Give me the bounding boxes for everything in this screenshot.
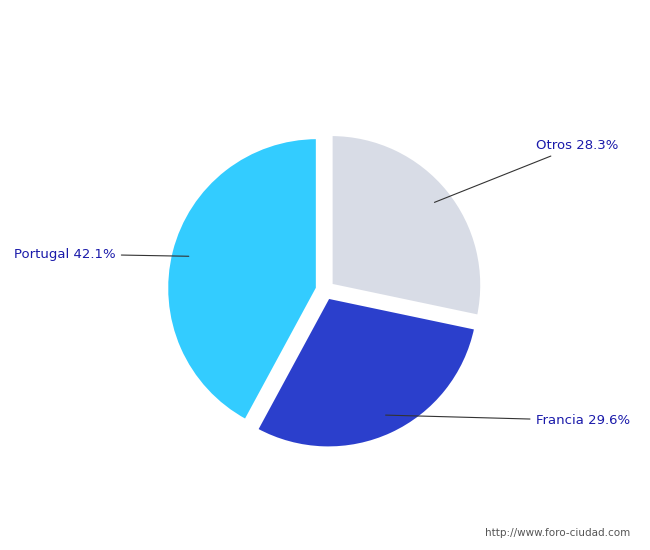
Text: Otros 28.3%: Otros 28.3%	[434, 139, 618, 202]
Text: Portugal 42.1%: Portugal 42.1%	[14, 248, 188, 261]
Wedge shape	[332, 135, 482, 316]
Wedge shape	[257, 298, 476, 448]
Text: Francia 29.6%: Francia 29.6%	[385, 414, 630, 427]
Text: http://www.foro-ciudad.com: http://www.foro-ciudad.com	[486, 529, 630, 538]
Wedge shape	[167, 138, 317, 420]
Text: Pedrosillo el Ralo - Turistas extranjeros según país - Abril de 2024: Pedrosillo el Ralo - Turistas extranjero…	[84, 11, 566, 28]
